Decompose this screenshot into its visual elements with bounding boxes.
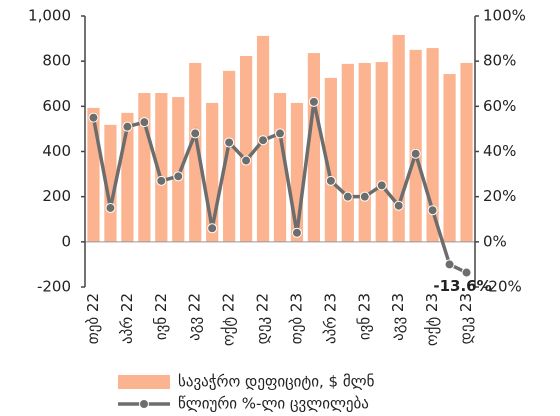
x-tick-label: აპრ 23 [321, 293, 339, 344]
marker [173, 171, 184, 182]
x-tick-label: ივნ 23 [355, 293, 373, 340]
y2-tick-label: 80% [483, 52, 516, 70]
marker [393, 200, 404, 211]
marker [258, 135, 269, 146]
bar [324, 77, 337, 242]
y-tick-label: 800 [42, 52, 71, 70]
x-tick-label: აგვ 23 [389, 293, 407, 341]
bar [87, 107, 100, 242]
bar [155, 93, 168, 242]
bar [239, 55, 253, 242]
y-tick-label: 400 [42, 142, 71, 160]
marker [105, 202, 116, 213]
y-tick-label: 1,000 [28, 7, 71, 25]
legend-marker [139, 399, 149, 409]
marker [88, 112, 99, 123]
marker [325, 175, 336, 186]
bar [409, 49, 422, 242]
bar [138, 93, 151, 242]
marker [139, 117, 150, 128]
x-tick-label: ოქტ 23 [423, 293, 441, 346]
marker [224, 137, 235, 148]
marker [207, 223, 218, 234]
marker [275, 128, 285, 139]
bar [443, 74, 456, 242]
bar [426, 48, 439, 242]
y2-tick-label: -20% [483, 278, 522, 296]
marker [308, 96, 319, 107]
y2-tick-label: 100% [483, 7, 526, 25]
x-tick-label: თებ 22 [84, 293, 102, 344]
bar [172, 97, 185, 242]
x-tick-label: დეკ 22 [254, 293, 272, 344]
data-label: -13.6% [433, 277, 491, 295]
y2-tick-label: 0% [483, 232, 507, 250]
marker [410, 148, 421, 159]
marker [376, 180, 387, 191]
bar [104, 124, 117, 242]
y2-tick-label: 40% [483, 142, 516, 160]
y2-tick-label: 20% [483, 187, 516, 205]
marker [190, 128, 201, 139]
y2-tick-label: 60% [483, 97, 516, 115]
legend-swatch [118, 375, 170, 389]
marker [461, 267, 472, 278]
bar [189, 62, 202, 242]
bar [223, 70, 236, 242]
x-tick-label: აგვ 22 [186, 293, 204, 341]
legend-label: სავაჭრო დეფიციტი, $ მლნ [178, 373, 375, 391]
marker [156, 175, 167, 186]
bar [392, 34, 405, 242]
x-tick-label: ივნ 22 [152, 293, 170, 340]
x-tick-label: აპრ 22 [118, 293, 136, 344]
y-tick-label: 0 [61, 232, 71, 250]
x-tick-label: ოქტ 22 [220, 293, 238, 346]
marker [427, 205, 438, 216]
y-tick-label: 600 [42, 97, 71, 115]
legend-label: წლიური %-ლი ცვლილება [178, 395, 369, 413]
bar [341, 63, 354, 242]
bar [460, 62, 473, 242]
marker [122, 121, 133, 132]
y-tick-label: -200 [37, 278, 71, 296]
marker [342, 191, 353, 202]
bar [375, 62, 388, 242]
marker [359, 191, 370, 202]
marker [291, 227, 302, 238]
x-tick-label: თებ 23 [287, 293, 305, 344]
marker [241, 155, 252, 166]
y-tick-label: 200 [42, 187, 71, 205]
bar [358, 62, 371, 242]
marker [444, 259, 455, 270]
x-tick-label: დეკ 23 [457, 293, 475, 344]
